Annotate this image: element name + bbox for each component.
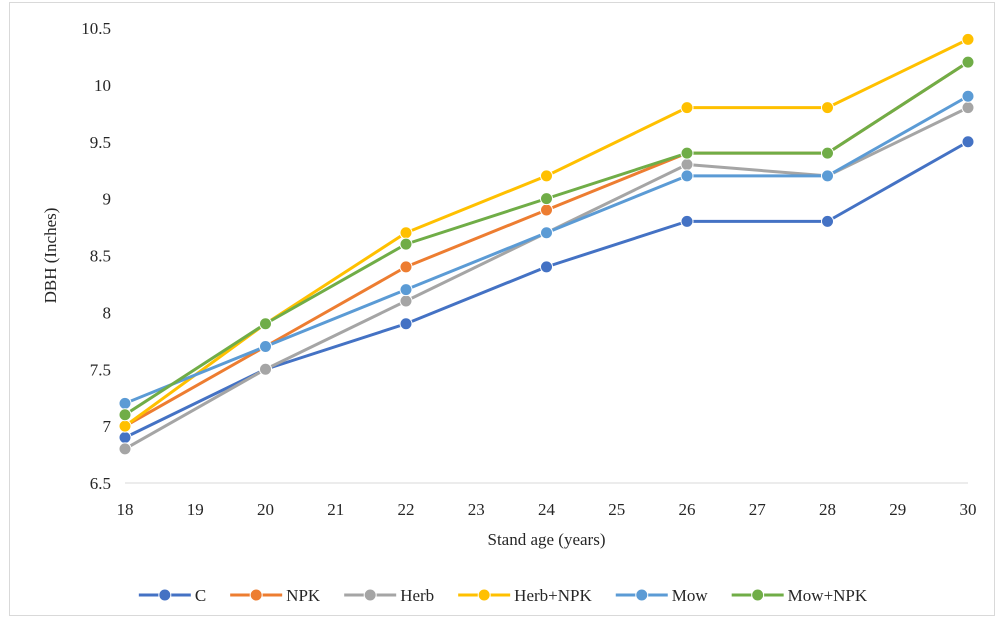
data-point [821, 169, 834, 183]
data-point [399, 260, 413, 274]
y-axis-title: DBH (Inches) [41, 208, 60, 304]
y-tick-label: 9.5 [90, 133, 111, 152]
data-point [540, 192, 553, 206]
chart-frame: 18 19 20 21 22 23 24 25 26 27 28 29 30 6.5 7 7.5 8 8.5 9 9.… [9, 2, 995, 616]
x-tick-label: 20 [257, 500, 274, 519]
legend-item: C [138, 586, 206, 605]
x-tick-label: 18 [117, 500, 134, 519]
data-point [540, 203, 553, 217]
series-herb [118, 101, 975, 456]
data-point [259, 362, 272, 376]
data-point [680, 169, 694, 183]
y-tick-label: 8 [103, 303, 112, 322]
series-mow-plus-npk [118, 55, 975, 422]
series-npk [118, 55, 975, 433]
x-tick-label: 28 [819, 500, 836, 519]
legend-swatch-marker [249, 588, 263, 602]
y-tick-label: 7.5 [90, 360, 111, 379]
legend-label: Herb+NPK [514, 586, 592, 605]
data-point [821, 146, 834, 160]
legend-item: Mow+NPK [731, 586, 868, 605]
legend-item: Herb [344, 586, 434, 605]
x-tick-label: 23 [468, 500, 485, 519]
x-tick-label: 26 [679, 500, 696, 519]
series-layer [118, 32, 975, 456]
data-point [118, 431, 132, 444]
legend-label: C [195, 586, 206, 605]
data-point [259, 340, 272, 353]
legend-label: Mow [672, 586, 709, 605]
y-tick-label: 6.5 [90, 474, 111, 493]
data-point [118, 419, 132, 433]
data-point [961, 32, 975, 46]
axes: 18 19 20 21 22 23 24 25 26 27 28 29 30 6.5 7 7.5 8 8.5 9 9.… [81, 19, 976, 519]
data-point [821, 101, 834, 115]
data-point [259, 317, 272, 331]
legend-swatch-marker [635, 588, 649, 602]
line-chart: 18 19 20 21 22 23 24 25 26 27 28 29 30 6.5 7 7.5 8 8.5 9 9.… [41, 19, 977, 605]
y-tick-label: 7 [103, 417, 112, 436]
data-point [118, 396, 132, 410]
series-line [124, 60, 969, 428]
x-tick-label: 24 [538, 500, 556, 519]
y-tick-label: 10.5 [81, 19, 111, 38]
data-point [118, 442, 132, 456]
x-tick-label: 29 [889, 500, 906, 519]
data-point [540, 169, 553, 183]
data-point [118, 408, 132, 422]
series-line [124, 140, 969, 439]
legend-label: Mow+NPK [788, 586, 868, 605]
data-point [680, 146, 694, 160]
x-tick-label: 21 [327, 500, 344, 519]
legend-swatch-marker [477, 588, 491, 602]
x-tick-label: 25 [608, 500, 625, 519]
data-point [540, 260, 553, 274]
x-tick-label: 30 [960, 500, 977, 519]
legend-label: Herb [400, 586, 434, 605]
data-point [961, 55, 975, 69]
data-point [680, 158, 694, 171]
data-point [680, 101, 694, 115]
data-point [399, 283, 413, 297]
legend-label: NPK [286, 586, 321, 605]
series-mow [118, 89, 975, 410]
legend-item: Herb+NPK [458, 586, 592, 605]
legend-item: Mow [615, 586, 709, 605]
legend-item: NPK [230, 586, 321, 605]
y-tick-label: 9 [103, 190, 112, 209]
x-tick-label: 22 [398, 500, 415, 519]
data-point [399, 226, 413, 240]
data-point [961, 89, 975, 103]
legend-swatch-marker [751, 588, 765, 602]
legend-swatch-marker [363, 588, 377, 602]
data-point [399, 294, 413, 308]
data-point [399, 237, 413, 251]
y-tick-label: 8.5 [90, 247, 111, 266]
x-axis-title: Stand age (years) [487, 530, 605, 549]
x-tick-label: 19 [187, 500, 204, 519]
x-tick-label: 27 [749, 500, 767, 519]
data-point [961, 135, 975, 149]
legend: C NPK Herb Herb+NPK Mow Mow+NPK [138, 586, 868, 605]
data-point [680, 214, 694, 228]
data-point [399, 317, 413, 331]
series-line [124, 106, 969, 451]
data-point [540, 226, 553, 240]
data-point [821, 214, 834, 228]
legend-swatch-marker [158, 588, 172, 602]
y-tick-label: 10 [94, 76, 111, 95]
data-point [961, 101, 975, 115]
